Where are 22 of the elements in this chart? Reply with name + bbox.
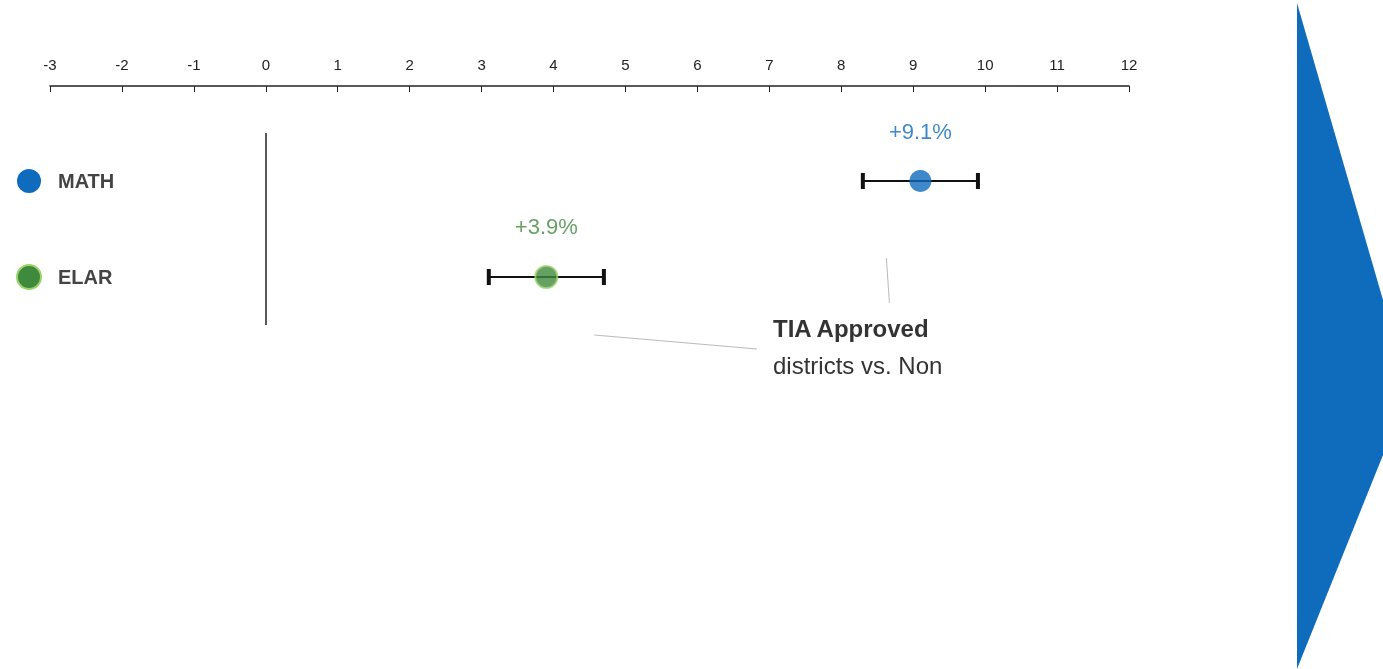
x-tick-label: -1	[187, 56, 201, 73]
annotation: TIA Approved	[773, 314, 929, 342]
x-tick-label: 5	[621, 56, 630, 73]
y-tick-label: ELAR	[58, 266, 113, 288]
x-tick-label: 4	[549, 56, 558, 73]
x-tick-label: 12	[1120, 56, 1138, 73]
x-tick-label: 11	[1049, 56, 1065, 73]
x-tick-label: -2	[115, 56, 129, 73]
x-tick-label: -3	[43, 56, 57, 73]
x-tick-label: 3	[477, 56, 486, 73]
y-tick-label: MATH	[58, 170, 115, 192]
data-label: +3.9%	[514, 213, 578, 239]
x-tick-label: 10	[976, 56, 994, 73]
x-tick-label: 2	[405, 56, 414, 73]
x-tick-label: 9	[909, 56, 918, 73]
x-tick-label: 0	[261, 56, 270, 73]
data-label: +9.1%	[888, 118, 952, 144]
x-tick-label: 7	[765, 56, 774, 73]
text: districts vs. Non	[773, 351, 943, 379]
x-tick-label: 8	[837, 56, 846, 73]
x-tick-label: 6	[693, 56, 702, 73]
x-tick-label: 1	[333, 56, 342, 73]
